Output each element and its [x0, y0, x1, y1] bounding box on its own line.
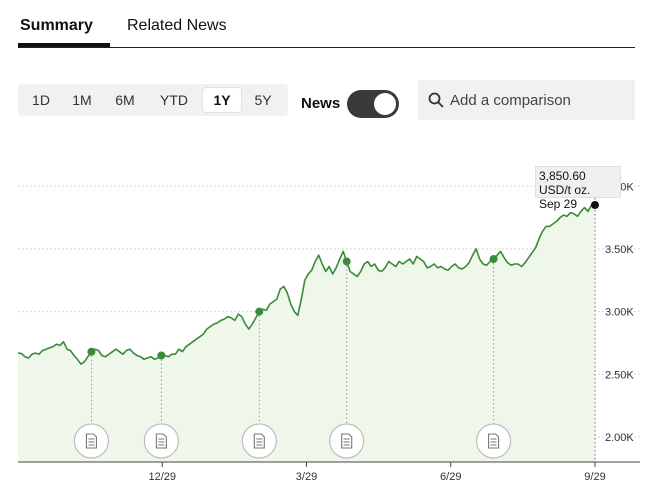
news-button-circle	[241, 423, 277, 459]
time-range-selector: 1D 1M 6M YTD 1Y 5Y	[18, 84, 288, 116]
news-button-circle	[73, 423, 110, 459]
x-tick-label: 3/29	[296, 471, 317, 483]
news-button-circle	[329, 423, 365, 459]
range-ytd-button[interactable]: YTD	[160, 92, 188, 108]
news-marker-dot	[87, 347, 96, 356]
news-marker-dot	[342, 257, 351, 266]
document-icon	[341, 433, 353, 449]
news-toggle-label: News	[301, 95, 341, 112]
last-price-tooltip: 3,850.60 USD/t oz. Sep 29	[535, 166, 621, 211]
document-icon	[488, 433, 500, 449]
y-tick-label: 3.50K	[605, 244, 634, 256]
toggle-knob	[374, 93, 396, 115]
price-line	[17, 204, 596, 365]
news-marker-dot	[157, 351, 166, 360]
active-tab-indicator	[18, 43, 110, 47]
document-icon	[85, 433, 97, 449]
tab-summary[interactable]: Summary	[20, 17, 93, 34]
tab-related-news[interactable]: Related News	[127, 17, 227, 34]
comparison-search	[418, 80, 635, 120]
news-button-circle	[475, 423, 512, 459]
y-tick-label: 3.00K	[605, 307, 634, 319]
document-icon	[155, 433, 167, 449]
x-tick-label: 6/29	[440, 471, 461, 483]
range-1m-button[interactable]: 1M	[72, 92, 92, 108]
last-point-marker	[591, 200, 599, 209]
y-tick-label: 2.00K	[605, 432, 634, 444]
news-article-button[interactable]	[143, 423, 179, 459]
document-icon	[253, 433, 265, 449]
price-area	[18, 205, 595, 462]
news-marker-dot	[255, 307, 264, 316]
range-1y-button[interactable]: 1Y	[203, 88, 241, 112]
news-button-circle	[143, 423, 179, 459]
news-toggle[interactable]	[347, 90, 399, 118]
range-5y-button[interactable]: 5Y	[254, 92, 272, 108]
news-article-button[interactable]	[241, 423, 277, 459]
range-6m-button[interactable]: 6M	[115, 92, 135, 108]
x-tick-label: 9/29	[584, 471, 605, 483]
news-marker-dot	[489, 254, 498, 263]
last-price-date: Sep 29	[539, 197, 578, 211]
news-article-button[interactable]	[329, 423, 365, 459]
tab-bar: Summary Related News	[18, 0, 635, 48]
y-tick-label: 2.50K	[605, 369, 634, 381]
comparison-input[interactable]	[450, 80, 630, 120]
last-price-value: 3,850.60 USD/t oz.	[539, 169, 591, 197]
news-article-button[interactable]	[475, 423, 512, 459]
x-tick-label: 12/29	[148, 471, 176, 483]
range-1d-button[interactable]: 1D	[32, 92, 50, 108]
search-icon	[428, 92, 444, 108]
news-article-button[interactable]	[73, 423, 110, 459]
